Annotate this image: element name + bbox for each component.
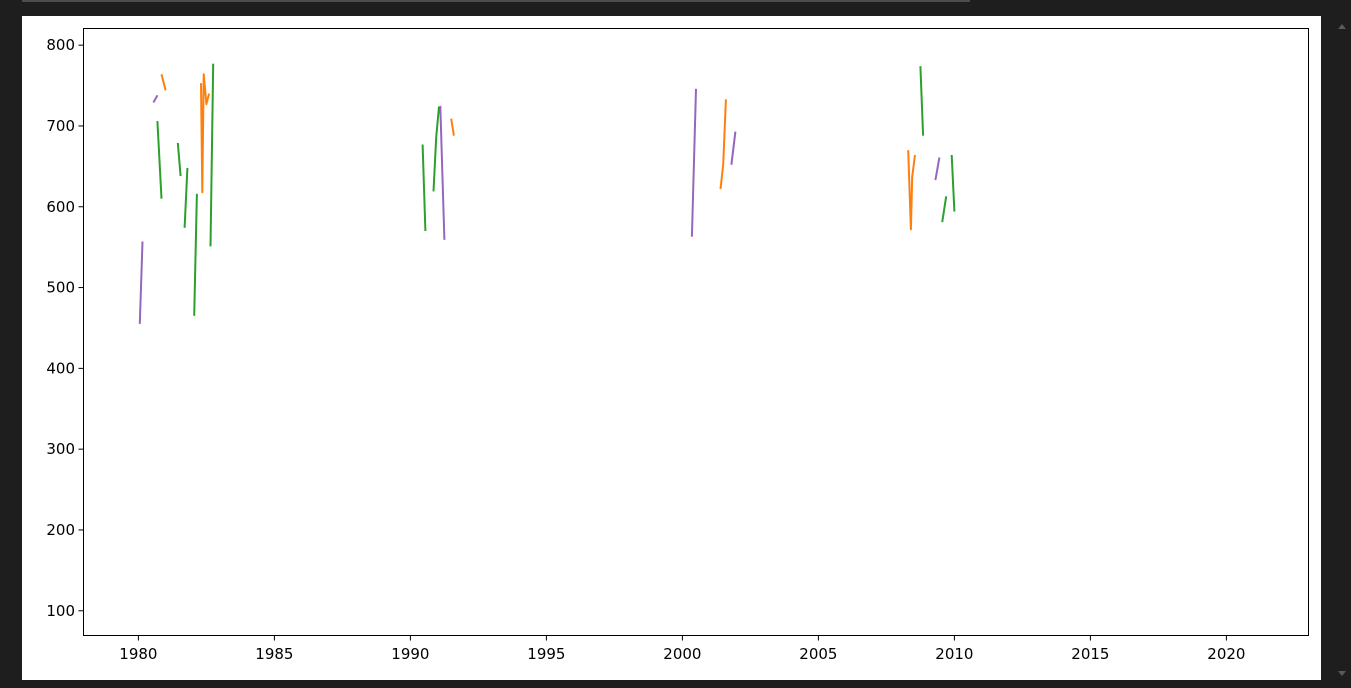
series-0-segment-1 bbox=[152, 94, 159, 103]
plot-frame bbox=[83, 28, 1309, 636]
y-tick-label: 500 bbox=[46, 279, 75, 297]
y-tick-label: 100 bbox=[46, 602, 75, 620]
series-0-segment-5 bbox=[934, 157, 941, 181]
y-tick-label: 700 bbox=[46, 117, 75, 135]
series-2-segment-9 bbox=[950, 154, 956, 212]
x-tick-label: 2005 bbox=[799, 645, 837, 663]
x-tick-label: 2010 bbox=[935, 645, 973, 663]
x-tick-label: 1985 bbox=[255, 645, 293, 663]
series-2-segment-5 bbox=[421, 144, 427, 232]
x-tick-label: 1980 bbox=[119, 645, 157, 663]
x-tick-label: 2000 bbox=[663, 645, 701, 663]
series-1-segment-4 bbox=[907, 150, 916, 231]
series-2-segment-1 bbox=[176, 142, 182, 177]
y-tick-label: 800 bbox=[46, 36, 75, 54]
series-0-segment-2 bbox=[439, 105, 446, 240]
x-tick-label: 1995 bbox=[527, 645, 565, 663]
series-2-segment-6 bbox=[432, 106, 440, 192]
x-axis: 1980 1985 1990 1995 2000 2005 2010 2015 2020 bbox=[119, 635, 1245, 663]
series-2-segment-3 bbox=[193, 193, 198, 316]
y-tick-label: 300 bbox=[46, 440, 75, 458]
y-tick-label: 600 bbox=[46, 198, 75, 216]
plot-output: 1980 1985 1990 1995 2000 2005 2010 2015 2020 100… bbox=[22, 16, 1321, 680]
series-2-segment-4 bbox=[209, 63, 215, 247]
y-tick-label: 200 bbox=[46, 521, 75, 539]
top-divider bbox=[22, 0, 970, 2]
scroll-up-arrow-icon[interactable] bbox=[1338, 24, 1346, 29]
y-tick-label: 400 bbox=[46, 359, 75, 377]
series-1-segment-2 bbox=[450, 118, 455, 136]
x-tick-label: 2015 bbox=[1071, 645, 1109, 663]
series-0-segment-3 bbox=[690, 88, 697, 237]
series-2-segment-7 bbox=[919, 66, 925, 136]
series-0-segment-4 bbox=[730, 131, 737, 165]
series-1-segment-3 bbox=[719, 99, 727, 190]
vertical-scrollbar[interactable] bbox=[1334, 16, 1351, 680]
series-2-segment-0 bbox=[156, 121, 163, 199]
series-1-segment-1 bbox=[200, 73, 211, 194]
series-1-segment-0 bbox=[160, 73, 167, 91]
y-axis: 100 200 300 400 500 600 700 800 bbox=[46, 36, 84, 620]
scroll-down-arrow-icon[interactable] bbox=[1338, 671, 1346, 676]
series-layer bbox=[138, 63, 956, 324]
series-2-segment-8 bbox=[941, 196, 948, 223]
x-tick-label: 1990 bbox=[391, 645, 429, 663]
line-chart: 1980 1985 1990 1995 2000 2005 2010 2015 2020 100… bbox=[46, 28, 1309, 663]
x-tick-label: 2020 bbox=[1207, 645, 1245, 663]
series-0-segment-0 bbox=[138, 241, 144, 324]
series-2-segment-2 bbox=[183, 167, 189, 228]
